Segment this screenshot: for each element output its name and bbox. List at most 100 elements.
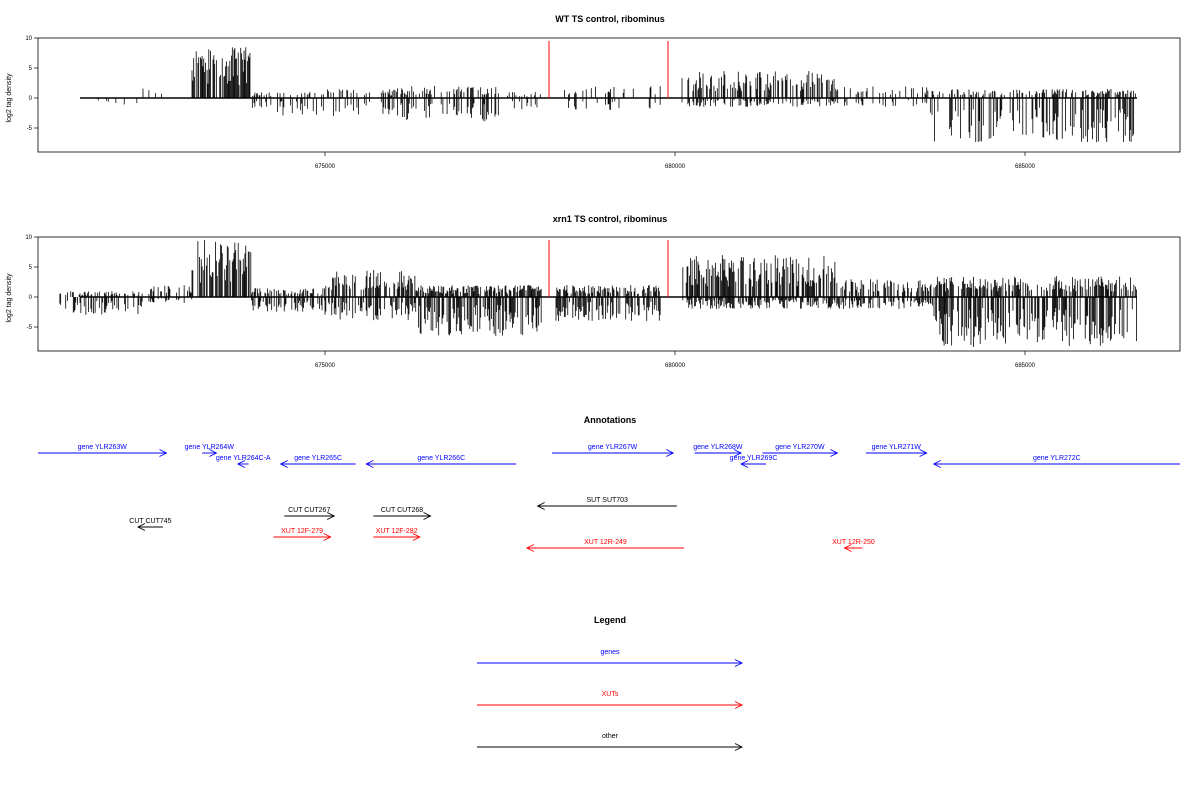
y-tick-label: 5: [29, 66, 33, 72]
xrn1-track-bars: [59, 240, 1137, 347]
feature-arrow-head: [830, 449, 839, 457]
feature-label: XUT 12F-279: [281, 528, 323, 535]
annotation-feature: gene YLR265C: [279, 455, 356, 468]
y-tick-label: 10: [25, 235, 32, 241]
annotation-feature: SUT SUT703: [536, 497, 677, 510]
xrn1-track-panel: xrn1 TS control, ribominus log2 tag dens…: [6, 214, 1181, 369]
x-tick-label: 680000: [665, 164, 686, 170]
xrn1-track-markers: [548, 240, 669, 297]
feature-arrow-head: [932, 460, 941, 468]
annotation-features: gene YLR263W gene YLR264W gene YLR264C-A ge…: [38, 444, 1180, 552]
annotation-feature: gene YLR268W: [693, 444, 743, 457]
wt-track-bars: [80, 47, 1137, 143]
x-tick-label: 680000: [665, 363, 686, 369]
feature-arrow-head: [423, 512, 432, 520]
legend-title: Legend: [594, 615, 626, 625]
feature-label: SUT SUT703: [586, 497, 628, 504]
feature-arrow-head: [733, 449, 743, 457]
feature-arrow-head: [236, 460, 246, 468]
y-tick-label: -5: [27, 126, 33, 132]
feature-label: gene YLR265C: [294, 455, 342, 462]
y-tick-label: 10: [25, 36, 32, 42]
feature-label: CUT CUT268: [381, 507, 423, 514]
feature-label: CUT CUT745: [129, 518, 171, 525]
xrn1-track-title: xrn1 TS control, ribominus: [553, 214, 668, 224]
legend-arrow-head: [734, 701, 744, 709]
legend-arrow-head: [734, 659, 744, 667]
wt-track-plot-box: [37, 37, 1181, 153]
feature-arrow-head: [536, 502, 545, 510]
y-tick-label: 0: [29, 96, 33, 102]
xrn1-track-y-label: log2 tag density: [6, 273, 13, 323]
annotation-feature: CUT CUT745: [129, 518, 172, 531]
y-tick-label: -5: [27, 325, 33, 331]
annotation-feature: gene YLR266C: [365, 455, 517, 468]
annotation-feature: XUT 12R-249: [525, 539, 684, 552]
legend-item-xuts: XUTs: [477, 691, 744, 709]
legend-label: other: [602, 733, 619, 740]
legend-arrow-head: [734, 743, 744, 751]
legend-section: Legend genes XUTs other: [477, 615, 744, 751]
feature-arrow-head: [159, 449, 168, 457]
wt-track-title: WT TS control, ribominus: [555, 14, 665, 24]
y-tick-label: 0: [29, 295, 33, 301]
legend-items: genes XUTs other: [477, 649, 744, 751]
annotation-feature: XUT 12F-279: [273, 528, 332, 541]
feature-label: XUT 12R-249: [584, 539, 627, 546]
x-tick-label: 675000: [315, 164, 336, 170]
feature-arrow-head: [136, 523, 146, 531]
feature-arrow-head: [279, 460, 288, 468]
feature-label: gene YLR264W: [185, 444, 235, 451]
feature-label: gene YLR270W: [775, 444, 825, 451]
annotation-feature: CUT CUT268: [373, 507, 432, 520]
annotation-feature: gene YLR270W: [762, 444, 839, 457]
legend-item-genes: genes: [477, 649, 744, 667]
feature-arrow-head: [843, 544, 852, 552]
xrn1-track-axes: -5 0 5 10 675000 680000 685000: [25, 235, 1035, 369]
wt-track-panel: WT TS control, ribominus log2 tag densit…: [6, 14, 1181, 170]
wt-track-axes: -5 0 5 10 675000 680000 685000: [25, 36, 1035, 170]
annotation-feature: gene YLR264C-A: [216, 455, 271, 468]
x-tick-label: 685000: [1015, 363, 1036, 369]
legend-label: genes: [600, 649, 620, 656]
feature-label: gene YLR267W: [588, 444, 638, 451]
feature-label: gene YLR264C-A: [216, 455, 271, 462]
wt-track-markers: [548, 41, 669, 98]
wt-track-y-label: log2 tag density: [6, 73, 13, 123]
x-tick-label: 685000: [1015, 164, 1036, 170]
annotations-section: Annotations gene YLR263W gene YLR264Wgene…: [38, 415, 1180, 552]
feature-label: gene YLR269C: [730, 455, 778, 462]
feature-arrow-head: [365, 460, 374, 468]
feature-label: gene YLR263W: [78, 444, 128, 451]
legend-item-other: other: [477, 733, 744, 751]
annotation-feature: gene YLR264W: [185, 444, 235, 457]
feature-arrow-head: [525, 544, 535, 552]
y-tick-label: 5: [29, 265, 33, 271]
annotations-title: Annotations: [584, 415, 637, 425]
feature-arrow-head: [740, 460, 749, 468]
annotation-feature: gene YLR271W: [865, 444, 928, 457]
feature-arrow-head: [666, 449, 675, 457]
feature-label: gene YLR266C: [417, 455, 465, 462]
feature-label: CUT CUT267: [288, 507, 330, 514]
annotation-feature: gene YLR267W: [551, 444, 675, 457]
feature-label: XUT 12F-282: [376, 528, 418, 535]
feature-arrow-head: [327, 512, 336, 520]
annotation-feature: CUT CUT267: [284, 507, 336, 520]
feature-label: gene YLR268W: [693, 444, 743, 451]
feature-label: XUT 12R-250: [832, 539, 875, 546]
feature-arrow-head: [209, 449, 218, 457]
legend-label: XUTs: [602, 691, 619, 698]
x-tick-label: 675000: [315, 363, 336, 369]
feature-arrow-head: [323, 533, 332, 541]
feature-arrow-head: [919, 449, 928, 457]
feature-arrow-head: [412, 533, 421, 541]
feature-label: gene YLR271W: [872, 444, 922, 451]
annotation-feature: XUT 12F-282: [373, 528, 421, 541]
annotation-feature: gene YLR269C: [730, 455, 778, 468]
annotation-feature: XUT 12R-250: [832, 539, 875, 552]
feature-label: gene YLR272C: [1033, 455, 1081, 462]
xrn1-track-plot-box: [37, 236, 1181, 352]
annotation-feature: gene YLR272C: [932, 455, 1180, 468]
